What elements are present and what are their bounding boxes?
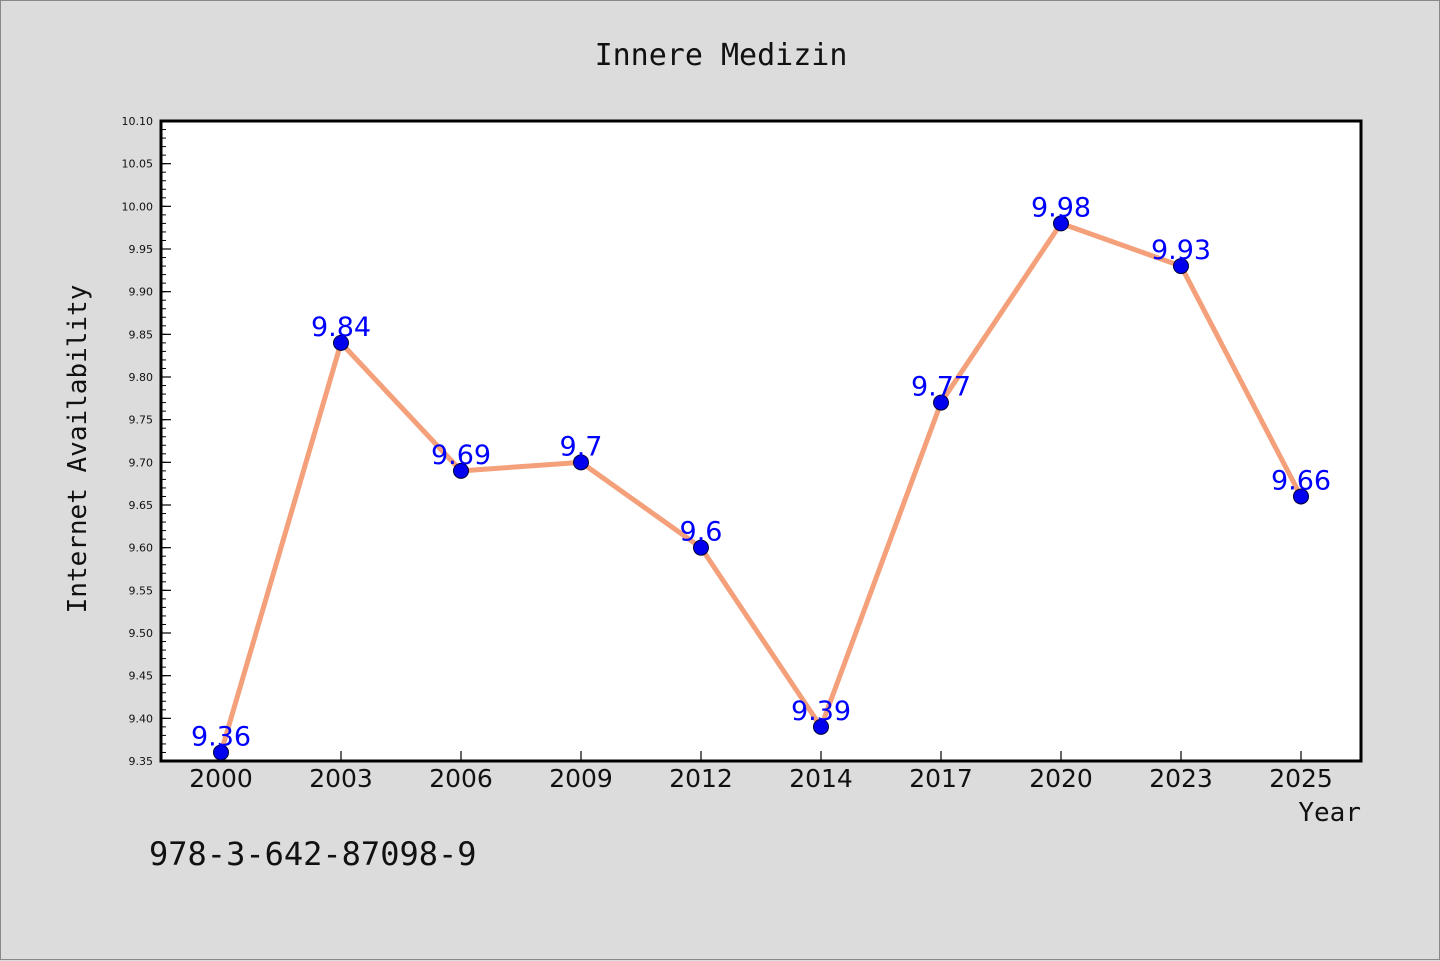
- data-label: 9.66: [1271, 465, 1331, 496]
- y-tick-label: 9.75: [129, 414, 154, 427]
- series-line-path: [218, 220, 1304, 755]
- y-tick-label: 9.60: [129, 542, 154, 555]
- x-axis-ticks: 2000 2003 2006 2009 2012 2014 2017 2020 2023 2025: [189, 751, 1333, 793]
- y-tick-label: 10.00: [122, 200, 154, 213]
- data-label: 9.6: [680, 517, 723, 548]
- x-tick-label: 2014: [789, 764, 853, 793]
- x-tick-label: 2023: [1149, 764, 1213, 793]
- data-label: 9.7: [560, 431, 603, 462]
- data-label: 9.84: [311, 312, 371, 343]
- x-tick-label: 2009: [549, 764, 613, 793]
- footer-code: 978-3-642-87098-9: [149, 835, 477, 873]
- data-point: [573, 454, 589, 471]
- data-label: 9.36: [191, 721, 251, 752]
- data-point: [813, 718, 829, 735]
- y-axis-ticks: 9.35 9.40 9.45 9.50 9.55 9.60 9.65 9.70 9.75 9.80…: [122, 115, 171, 768]
- y-tick-label: 9.70: [129, 456, 154, 469]
- y-axis-title: Internet Availability: [63, 285, 93, 614]
- x-tick-label: 2020: [1029, 764, 1093, 793]
- y-tick-label: 9.65: [129, 499, 154, 512]
- data-point: [1173, 258, 1189, 275]
- x-tick-label: 2012: [669, 764, 733, 793]
- series-line: [213, 215, 1309, 761]
- x-axis-title: Year: [1298, 798, 1361, 828]
- y-tick-label: 9.80: [129, 371, 154, 384]
- data-label: 9.69: [431, 440, 491, 471]
- plot-area: [159, 119, 1363, 763]
- data-point: [333, 334, 349, 351]
- y-tick-label: 9.40: [129, 712, 154, 725]
- y-tick-label: 9.85: [129, 328, 154, 341]
- x-tick-label: 2006: [429, 764, 493, 793]
- x-tick-label: 2003: [309, 764, 373, 793]
- data-point: [453, 462, 469, 479]
- y-tick-label: 9.90: [129, 286, 154, 299]
- x-tick-label: 2017: [909, 764, 973, 793]
- data-label: 9.39: [791, 696, 851, 727]
- x-tick-label: 2000: [189, 764, 253, 793]
- y-tick-label: 9.35: [129, 755, 154, 768]
- data-point: [1053, 215, 1069, 232]
- data-point: [213, 744, 229, 761]
- y-tick-label: 9.55: [129, 584, 154, 597]
- x-tick-label: 2025: [1269, 764, 1333, 793]
- data-point: [1293, 488, 1309, 505]
- y-tick-label: 10.05: [122, 158, 154, 171]
- data-point: [933, 394, 949, 411]
- y-tick-label: 9.45: [129, 670, 154, 683]
- chart-title: Innere Medizin: [595, 38, 848, 73]
- data-label: 9.77: [911, 372, 971, 403]
- y-tick-label: 9.50: [129, 627, 154, 640]
- data-point: [693, 539, 709, 556]
- data-label: 9.93: [1151, 235, 1211, 266]
- y-tick-label: 9.95: [129, 243, 154, 256]
- y-tick-label: 10.10: [122, 115, 154, 128]
- data-labels: 9.36 9.84 9.69 9.7 9.6 9.39 9.77 9.98 9.93 9.66: [191, 192, 1331, 752]
- data-label: 9.98: [1031, 192, 1091, 223]
